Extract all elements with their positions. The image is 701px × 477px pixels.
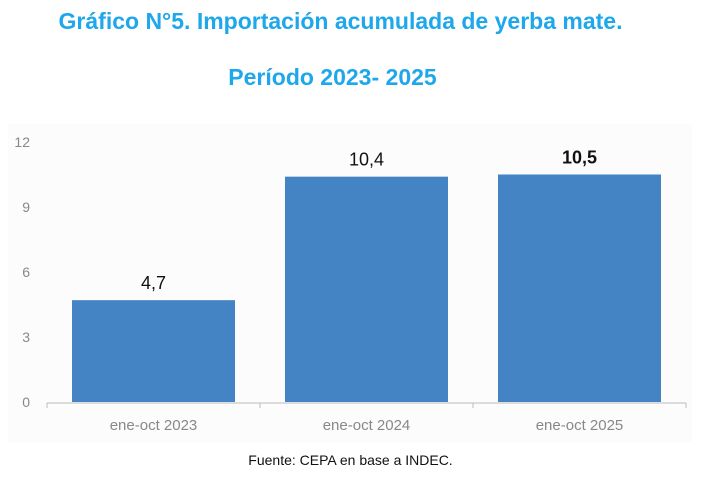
y-tick-label: 9: [22, 199, 30, 215]
y-tick-label: 6: [22, 264, 30, 280]
y-tick-label: 3: [22, 329, 30, 345]
x-tick-label: ene-oct 2023: [110, 417, 198, 434]
data-label: 10,5: [562, 148, 597, 168]
bar: [72, 300, 235, 402]
bar: [498, 174, 661, 402]
x-tick-label: ene-oct 2024: [323, 417, 411, 434]
bar: [285, 176, 448, 402]
x-tick-label: ene-oct 2025: [536, 417, 624, 434]
chart-subtitle: Período 2023- 2025: [228, 64, 437, 90]
data-label: 4,7: [141, 273, 166, 293]
source-note: Fuente: CEPA en base a INDEC.: [248, 452, 453, 468]
y-tick-label: 0: [22, 394, 30, 410]
data-label: 10,4: [349, 150, 384, 170]
y-tick-label: 12: [14, 134, 30, 150]
chart-title: Gráfico N°5. Importación acumulada de ye…: [58, 8, 623, 34]
